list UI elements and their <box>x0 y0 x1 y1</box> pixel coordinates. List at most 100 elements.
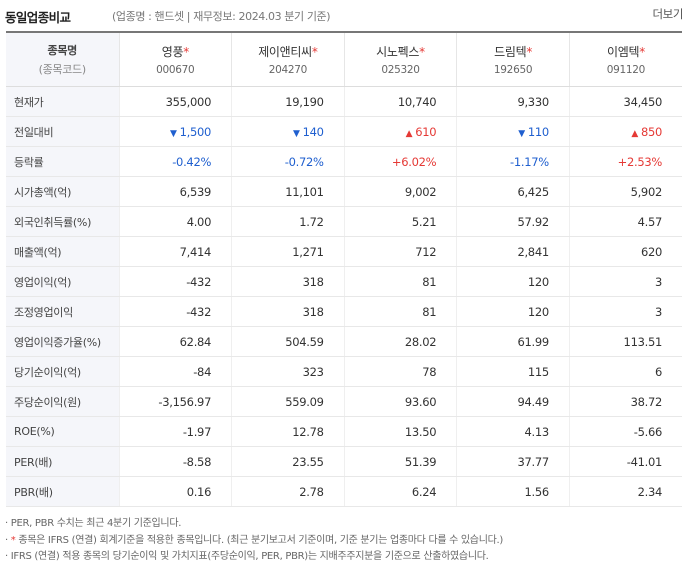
table-cell: 38.72 <box>568 386 682 417</box>
table-cell: 9,330 <box>456 86 570 117</box>
table-cell: 23.55 <box>231 446 345 477</box>
table-cell: 37.77 <box>456 446 570 477</box>
table-cell: 559.09 <box>231 386 345 417</box>
table-cell: 115 <box>456 356 570 387</box>
table-cell: 6,425 <box>456 176 570 207</box>
row-label: 영업이익(억) <box>6 266 119 297</box>
company-name[interactable]: 영풍 <box>161 45 184 59</box>
table-cell: 3 <box>568 266 682 297</box>
row-label: 현재가 <box>6 86 119 117</box>
table-cell: -3,156.97 <box>118 386 232 417</box>
table-row: ROE(%) -1.97 12.78 13.50 4.13 -5.66 <box>6 416 682 447</box>
row-label: PBR(배) <box>6 476 119 507</box>
row-label: ROE(%) <box>6 416 119 447</box>
table-cell: 62.84 <box>118 326 232 357</box>
company-code: 204270 <box>268 64 308 76</box>
table-row: 외국인취득률(%) 4.00 1.72 5.21 57.92 4.57 <box>6 206 682 237</box>
table-cell: 81 <box>343 266 457 297</box>
company-header-0[interactable]: 영풍* 000670 <box>118 31 232 87</box>
footnote-per-pbr: · PER, PBR 수치는 최근 4분기 기준입니다. <box>5 518 182 529</box>
company-header-2[interactable]: 시노펙스* 025320 <box>343 31 457 87</box>
widget-header: 동일업종비교 (업종명 : 핸드셋 | 재무정보: 2024.03 분기 기준)… <box>0 0 692 28</box>
table-cell: 13.50 <box>343 416 457 447</box>
company-name[interactable]: 제이앤티씨 <box>258 45 312 59</box>
more-link[interactable]: 더보기 <box>652 7 683 21</box>
down-triangle-icon: ▼ <box>518 128 525 139</box>
table-cell: 12.78 <box>231 416 345 447</box>
company-code: 192650 <box>493 64 533 76</box>
company-name[interactable]: 이엠텍 <box>606 45 640 59</box>
company-code: 000670 <box>156 64 195 76</box>
table-cell: 355,000 <box>118 86 232 117</box>
row-label: 등락률 <box>6 146 119 177</box>
change-value: 850 <box>640 124 662 139</box>
row-label: 조정영업이익 <box>6 296 119 327</box>
table-cell: -432 <box>118 266 232 297</box>
up-triangle-icon: ▲ <box>405 128 413 139</box>
table-cell: -0.72% <box>231 146 345 177</box>
table-row: 영업이익(억) -432 318 81 120 3 <box>6 266 682 297</box>
table-cell: 4.13 <box>456 416 570 447</box>
table-cell: 120 <box>456 266 570 297</box>
ifrs-star: * <box>419 45 425 59</box>
table-row: 조정영업이익 -432 318 81 120 3 <box>6 296 682 327</box>
ifrs-star: * <box>183 45 189 59</box>
table-cell: 4.00 <box>118 206 232 237</box>
table-cell: 7,414 <box>118 236 232 267</box>
table-cell: -8.58 <box>118 446 232 477</box>
down-triangle-icon: ▼ <box>293 128 300 139</box>
row-label: 전일대비 <box>6 116 119 147</box>
row-label: 당기순이익(억) <box>6 356 119 387</box>
ifrs-star: * <box>526 45 533 59</box>
table-cell: 2.78 <box>231 476 345 507</box>
header-stock-code-label: (종목코드) <box>38 63 87 76</box>
company-header-3[interactable]: 드림텍* 192650 <box>456 31 570 87</box>
change-value: 110 <box>527 124 549 139</box>
table-cell: 620 <box>568 236 682 267</box>
table-cell: 2,841 <box>456 236 570 267</box>
table-cell: 9,002 <box>343 176 457 207</box>
company-header-4[interactable]: 이엠텍* 091120 <box>568 31 682 87</box>
company-name[interactable]: 드림텍 <box>494 45 527 59</box>
ifrs-star: * <box>311 45 318 59</box>
table-cell: 1.72 <box>231 206 345 237</box>
table-cell: -1.97 <box>118 416 232 447</box>
footnote-star: * <box>10 534 16 546</box>
down-triangle-icon: ▼ <box>170 128 177 139</box>
footnote-controlling-interest: · IFRS (연결) 적용 종목의 당기순이익 및 가치지표(주당순이익, P… <box>5 551 489 562</box>
table-row: 당기순이익(억) -84 323 78 115 6 <box>6 356 682 387</box>
header-label-cell: 종목명 (종목코드) <box>6 31 119 87</box>
footnote-ifrs: · * 종목은 IFRS (연결) 회계기준을 적용한 종목입니다. (최근 분… <box>5 534 503 546</box>
table-cell: 712 <box>343 236 457 267</box>
table-cell: 93.60 <box>343 386 457 417</box>
company-header-1[interactable]: 제이앤티씨* 204270 <box>231 31 345 87</box>
table-cell: -84 <box>118 356 232 387</box>
table-row: 전일대비 ▼ 1,500 ▼ 140 ▲ 610 ▼ 110 ▲ 850 <box>6 116 682 147</box>
change-value: 140 <box>302 124 324 139</box>
table-cell: 10,740 <box>343 86 457 117</box>
company-code: 091120 <box>606 64 646 76</box>
table-cell: 5,902 <box>568 176 682 207</box>
table-cell: -0.42% <box>118 146 232 177</box>
table-cell: 57.92 <box>456 206 570 237</box>
table-cell: 61.99 <box>456 326 570 357</box>
table-cell: -5.66 <box>568 416 682 447</box>
row-label: 외국인취득률(%) <box>6 206 119 237</box>
company-name[interactable]: 시노펙스 <box>376 45 420 59</box>
table-row: 주당순이익(원) -3,156.97 559.09 93.60 94.49 38… <box>6 386 682 417</box>
table-cell: -432 <box>118 296 232 327</box>
table-row: PER(배) -8.58 23.55 51.39 37.77 -41.01 <box>6 446 682 477</box>
table-cell: ▲ 610 <box>343 116 457 147</box>
table-row: 영업이익증가율(%) 62.84 504.59 28.02 61.99 113.… <box>6 326 682 357</box>
table-cell: 6 <box>568 356 682 387</box>
footnote-ifrs-text: 종목은 IFRS (연결) 회계기준을 적용한 종목입니다. (최근 분기보고서… <box>15 534 503 546</box>
table-row: 등락률 -0.42% -0.72% +6.02% -1.17% +2.53% <box>6 146 682 177</box>
table-cell: 19,190 <box>231 86 345 117</box>
table-cell: 78 <box>343 356 457 387</box>
industry-info: (업종명 : 핸드셋 | 재무정보: 2024.03 분기 기준) <box>112 10 331 23</box>
row-label: PER(배) <box>6 446 119 477</box>
table-cell: 1.56 <box>456 476 570 507</box>
table-cell: 51.39 <box>343 446 457 477</box>
table-cell: 0.16 <box>118 476 232 507</box>
